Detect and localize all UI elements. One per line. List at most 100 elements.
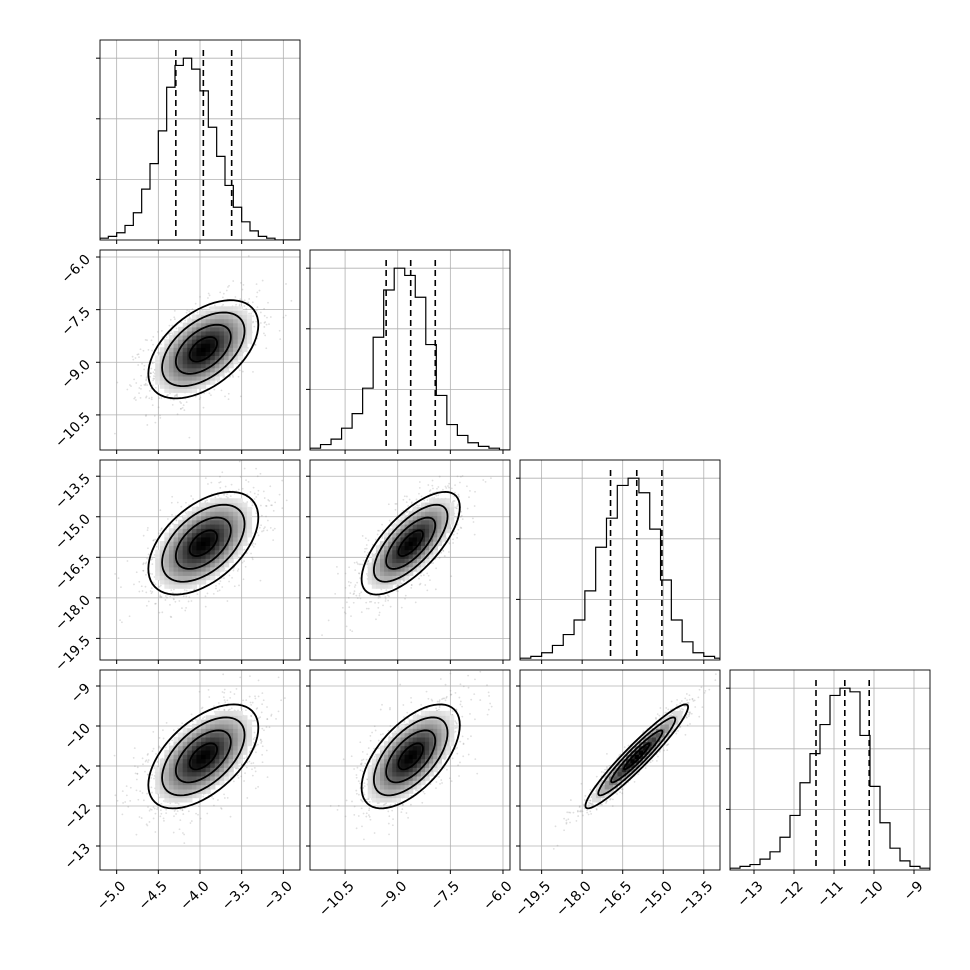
scatter-point: [255, 496, 258, 498]
scatter-point: [206, 592, 209, 595]
density-block: [164, 566, 170, 572]
scatter-point: [148, 397, 151, 400]
scatter-point: [245, 479, 247, 482]
density-block: [228, 558, 234, 564]
density-block: [237, 545, 243, 551]
scatter-point: [454, 484, 456, 487]
density-block: [173, 367, 179, 373]
density-block: [182, 549, 188, 555]
density-block: [201, 528, 207, 534]
density-block: [173, 351, 179, 357]
density-block: [210, 347, 216, 352]
density-block: [205, 511, 211, 517]
density-block: [187, 375, 193, 381]
density-block: [388, 562, 393, 568]
density-block: [219, 334, 225, 340]
scatter-point: [484, 480, 487, 483]
density-block: [187, 523, 193, 529]
scatter-point: [427, 484, 430, 486]
density-block: [178, 367, 184, 373]
scatter-point: [158, 611, 161, 614]
scatter-point: [144, 338, 147, 341]
density-block: [205, 310, 211, 316]
scatter-point: [153, 554, 156, 556]
scatter-point: [262, 529, 265, 532]
density-block: [182, 562, 188, 568]
scatter-point: [136, 353, 139, 356]
density-block: [196, 347, 202, 352]
density-block: [178, 558, 184, 564]
scatter-point: [159, 414, 161, 417]
scatter-point: [248, 312, 251, 315]
scatter-point: [237, 375, 240, 378]
density-block: [178, 375, 184, 381]
density-block: [210, 359, 216, 365]
histogram-step-1: [310, 267, 510, 450]
scatter-point: [403, 513, 406, 515]
density-block: [223, 334, 230, 340]
density-block: [182, 367, 188, 373]
density-block: [196, 536, 202, 542]
scatter-point: [144, 562, 147, 565]
density-block: [201, 339, 207, 344]
scatter-point: [168, 333, 170, 336]
scatter-point: [255, 295, 258, 298]
scatter-point: [343, 611, 346, 614]
scatter-point: [141, 362, 143, 365]
density-block: [228, 343, 234, 348]
density-block: [228, 541, 234, 546]
density-block: [201, 579, 207, 585]
scatter-point: [252, 545, 255, 548]
scatter-point: [217, 494, 220, 497]
density-block: [384, 566, 389, 572]
contour-1: [174, 323, 232, 375]
scatter-point: [400, 582, 403, 585]
scatter-point: [417, 504, 420, 507]
scatter-point: [255, 467, 258, 470]
density-block: [191, 579, 198, 585]
scatter-point: [351, 630, 354, 633]
scatter-point: [151, 349, 153, 352]
density-block: [223, 367, 230, 373]
scatter-point: [257, 489, 260, 492]
scatter-point: [165, 336, 168, 339]
scatter-point: [337, 572, 339, 575]
scatter-point: [438, 475, 441, 478]
density-block: [237, 351, 243, 357]
density-block: [367, 566, 373, 572]
density-block: [201, 532, 207, 538]
density-block: [210, 343, 216, 348]
scatter-point: [356, 581, 359, 584]
density-block: [375, 553, 381, 559]
scatter-point: [166, 394, 168, 397]
scatter-point: [180, 402, 182, 404]
density-block: [242, 310, 248, 316]
density-block: [182, 351, 188, 357]
density-block: [214, 318, 220, 324]
scatter-point: [146, 527, 149, 529]
density-block: [205, 562, 211, 568]
density-block: [205, 359, 211, 365]
density-block: [196, 318, 202, 324]
scatter-point: [418, 577, 420, 580]
density-block: [168, 558, 175, 564]
density-block: [205, 367, 211, 373]
density-block: [201, 566, 207, 572]
density-block: [228, 318, 234, 324]
density-block: [219, 558, 225, 564]
scatter-point: [130, 385, 132, 388]
scatter-point: [354, 569, 357, 572]
scatter-point: [176, 413, 179, 416]
scatter-point: [265, 515, 267, 518]
scatter-point: [184, 511, 187, 514]
scatter-point: [426, 589, 429, 592]
scatter-point: [474, 490, 476, 493]
density-block: [201, 343, 207, 348]
scatter-point: [241, 561, 244, 564]
scatter-point: [394, 503, 397, 505]
scatter-point: [146, 339, 148, 342]
density-block: [205, 523, 211, 529]
density-block: [205, 351, 211, 357]
density-block: [187, 330, 193, 336]
scatter-point: [145, 396, 147, 399]
